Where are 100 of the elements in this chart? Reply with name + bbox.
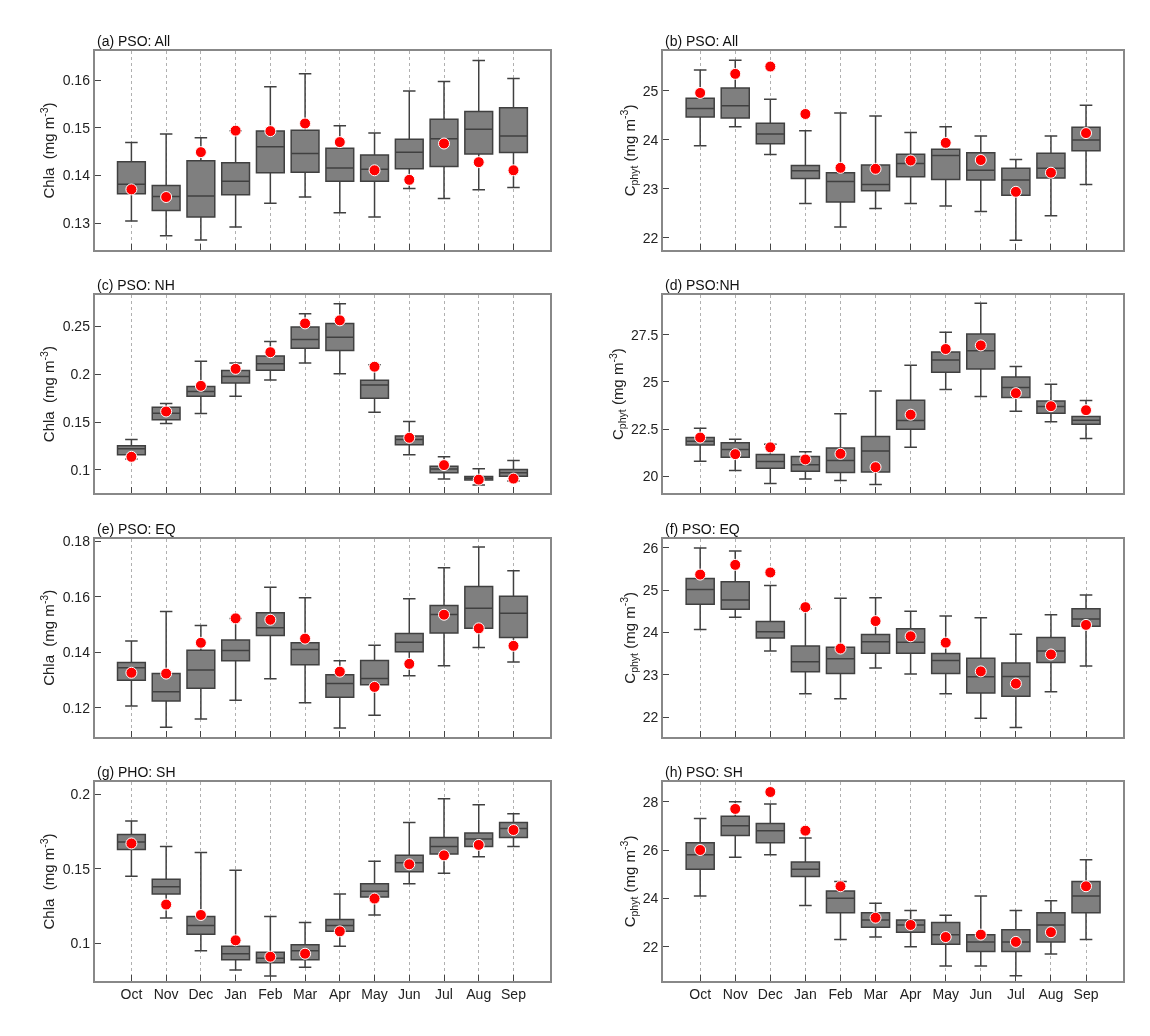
x-tick-label: Jul bbox=[1006, 986, 1025, 1003]
point bbox=[1044, 400, 1057, 413]
point bbox=[229, 934, 242, 947]
point bbox=[229, 362, 242, 375]
x-tick-label: Sep bbox=[1073, 986, 1099, 1003]
y-tick-label: 0.25 bbox=[62, 318, 91, 335]
point bbox=[1044, 166, 1057, 179]
point bbox=[694, 568, 707, 581]
y-tick-label: 22.5 bbox=[631, 420, 659, 437]
point bbox=[834, 161, 847, 174]
point bbox=[194, 908, 207, 921]
y-tick-label: 0.14 bbox=[62, 644, 91, 661]
point bbox=[729, 802, 742, 815]
point bbox=[160, 898, 173, 911]
point bbox=[299, 947, 312, 960]
x-tick-label: Apr bbox=[899, 986, 922, 1003]
point bbox=[368, 360, 381, 373]
point bbox=[799, 601, 812, 614]
point bbox=[799, 453, 812, 466]
point bbox=[264, 613, 277, 626]
point bbox=[229, 124, 242, 137]
point bbox=[939, 636, 952, 649]
y-tick-label: 0.16 bbox=[62, 71, 91, 88]
point bbox=[125, 666, 138, 679]
point bbox=[904, 154, 917, 167]
point bbox=[1009, 677, 1022, 690]
point bbox=[1044, 926, 1057, 939]
point bbox=[729, 448, 742, 461]
point bbox=[974, 928, 987, 941]
point bbox=[1009, 387, 1022, 400]
chart-title: (d) PSO:NH bbox=[665, 277, 740, 293]
y-tick-label: 0.13 bbox=[62, 215, 91, 232]
point bbox=[799, 824, 812, 837]
point bbox=[264, 346, 277, 359]
point bbox=[403, 431, 416, 444]
point bbox=[1009, 185, 1022, 198]
point bbox=[299, 317, 312, 330]
x-tick-label: Jun bbox=[969, 986, 993, 1003]
point bbox=[507, 824, 520, 837]
chart-title: (b) PSO: All bbox=[665, 33, 739, 49]
point bbox=[194, 146, 207, 159]
x-tick-label: Aug bbox=[466, 986, 492, 1003]
y-tick-label: 0.2 bbox=[70, 366, 91, 383]
point bbox=[764, 786, 777, 798]
point bbox=[299, 117, 312, 130]
x-tick-label: Dec bbox=[757, 986, 783, 1003]
point bbox=[299, 632, 312, 645]
chart-title: (g) PHO: SH bbox=[97, 764, 176, 780]
y-tick-label: 25 bbox=[642, 373, 659, 390]
point bbox=[974, 339, 987, 352]
point bbox=[333, 136, 346, 149]
point bbox=[403, 173, 416, 186]
point bbox=[1080, 127, 1093, 140]
point bbox=[368, 892, 381, 905]
x-tick-label: Feb bbox=[258, 986, 283, 1003]
y-tick-label: 23 bbox=[642, 666, 659, 683]
point bbox=[333, 314, 346, 327]
y-tick-label: 28 bbox=[642, 793, 659, 810]
x-tick-label: Sep bbox=[501, 986, 527, 1003]
point bbox=[694, 844, 707, 857]
y-tick-label: 0.18 bbox=[62, 533, 91, 550]
x-tick-label: May bbox=[361, 986, 388, 1003]
y-tick-label: 26 bbox=[642, 539, 659, 556]
point bbox=[869, 615, 882, 628]
y-tick-label: 24 bbox=[642, 131, 659, 148]
point bbox=[939, 343, 952, 355]
point bbox=[125, 183, 138, 196]
chart-title: (c) PSO: NH bbox=[97, 277, 175, 293]
x-tick-label: May bbox=[932, 986, 959, 1003]
y-tick-label: 0.12 bbox=[62, 699, 91, 716]
point bbox=[403, 858, 416, 871]
point bbox=[729, 67, 742, 80]
point bbox=[869, 911, 882, 924]
point bbox=[1044, 648, 1057, 661]
point bbox=[764, 566, 777, 579]
y-tick-label: 0.16 bbox=[62, 588, 91, 605]
x-tick-label: Oct bbox=[120, 986, 143, 1003]
point bbox=[507, 472, 520, 485]
y-tick-label: 25 bbox=[642, 582, 659, 599]
point bbox=[729, 558, 742, 571]
point bbox=[194, 636, 207, 649]
point bbox=[694, 86, 707, 99]
point bbox=[229, 612, 242, 625]
y-tick-label: 26 bbox=[642, 841, 659, 858]
x-tick-label: Oct bbox=[689, 986, 712, 1003]
x-tick-label: Jan bbox=[794, 986, 817, 1003]
x-tick-label: Mar bbox=[863, 986, 888, 1003]
point bbox=[333, 665, 346, 678]
point bbox=[834, 880, 847, 893]
point bbox=[160, 667, 173, 680]
point bbox=[1080, 880, 1093, 893]
chart-title: (h) PSO: SH bbox=[665, 764, 743, 780]
point bbox=[472, 622, 485, 635]
point bbox=[264, 125, 277, 138]
point bbox=[869, 461, 882, 474]
point bbox=[472, 473, 485, 486]
point bbox=[834, 447, 847, 460]
x-tick-label: Feb bbox=[828, 986, 853, 1003]
y-tick-label: 0.2 bbox=[70, 786, 91, 803]
y-tick-label: 0.1 bbox=[70, 461, 91, 478]
